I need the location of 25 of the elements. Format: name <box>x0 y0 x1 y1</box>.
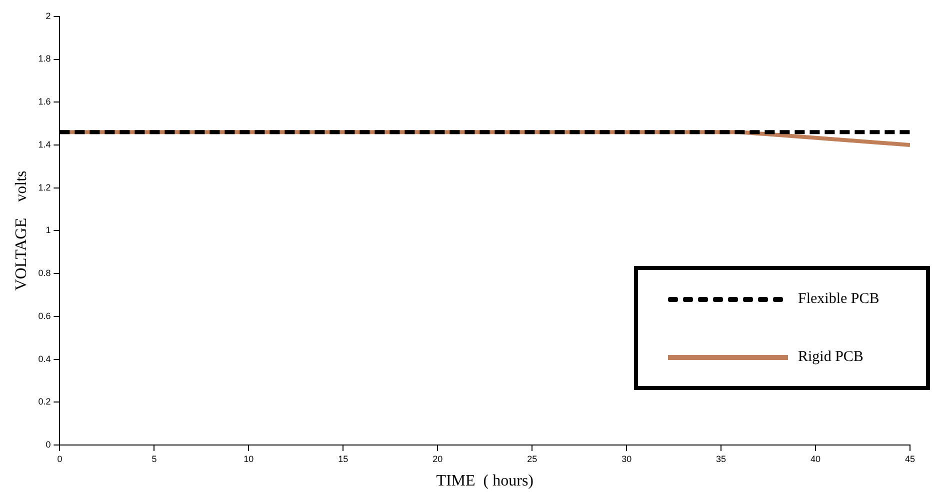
y-tick-label: 1.2 <box>38 182 51 192</box>
legend-label: Rigid PCB <box>798 348 864 366</box>
x-tick-label: 10 <box>244 454 254 464</box>
y-axis-title: VOLTAGE volts <box>12 170 30 291</box>
x-axis-title: TIME ( hours) <box>436 472 534 490</box>
y-tick-label: 1 <box>46 225 51 236</box>
x-tick-label: 45 <box>904 454 916 464</box>
x-tick-label: 15 <box>338 454 348 464</box>
y-tick-label: 1.6 <box>38 96 51 107</box>
y-tick-label: 0.6 <box>38 310 51 321</box>
y-tick-label: 0.8 <box>38 268 51 278</box>
y-tick-label: 0.2 <box>38 396 51 407</box>
x-tick-label: 20 <box>432 454 443 464</box>
y-tick-label: 0 <box>46 439 51 450</box>
x-tick-label: 25 <box>527 454 538 464</box>
x-tick-label: 40 <box>810 454 821 464</box>
y-tick-label: 2 <box>46 10 51 21</box>
x-tick-label: 5 <box>152 454 157 464</box>
x-tick-label: 30 <box>622 454 632 464</box>
y-tick-label: 1.8 <box>38 54 51 64</box>
x-tick-label: 0 <box>57 454 62 464</box>
y-tick-label: 0.4 <box>38 354 51 364</box>
x-tick-label: 35 <box>716 454 726 464</box>
y-tick-label: 1.4 <box>38 139 51 150</box>
legend-label: Flexible PCB <box>798 290 880 308</box>
